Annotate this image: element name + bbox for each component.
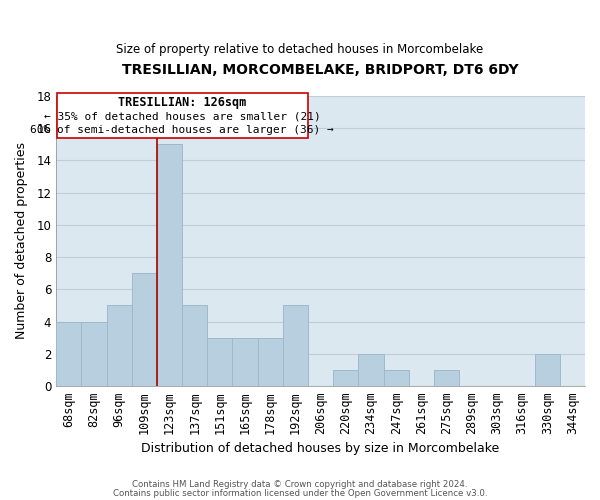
Bar bbox=[182, 306, 207, 386]
Bar bbox=[283, 306, 308, 386]
Bar bbox=[56, 322, 82, 386]
Bar bbox=[383, 370, 409, 386]
Text: Contains public sector information licensed under the Open Government Licence v3: Contains public sector information licen… bbox=[113, 488, 487, 498]
Bar bbox=[82, 322, 107, 386]
Text: Contains HM Land Registry data © Crown copyright and database right 2024.: Contains HM Land Registry data © Crown c… bbox=[132, 480, 468, 489]
Bar bbox=[257, 338, 283, 386]
X-axis label: Distribution of detached houses by size in Morcombelake: Distribution of detached houses by size … bbox=[142, 442, 500, 455]
Bar bbox=[207, 338, 232, 386]
Bar bbox=[535, 354, 560, 386]
Text: TRESILLIAN: 126sqm: TRESILLIAN: 126sqm bbox=[118, 96, 247, 108]
Y-axis label: Number of detached properties: Number of detached properties bbox=[15, 142, 28, 340]
Text: Size of property relative to detached houses in Morcombelake: Size of property relative to detached ho… bbox=[116, 42, 484, 56]
Bar bbox=[434, 370, 459, 386]
Bar bbox=[157, 144, 182, 386]
Bar bbox=[333, 370, 358, 386]
FancyBboxPatch shape bbox=[56, 94, 308, 138]
Bar bbox=[132, 273, 157, 386]
Title: TRESILLIAN, MORCOMBELAKE, BRIDPORT, DT6 6DY: TRESILLIAN, MORCOMBELAKE, BRIDPORT, DT6 … bbox=[122, 62, 519, 76]
Bar bbox=[232, 338, 257, 386]
Bar bbox=[358, 354, 383, 386]
Text: 60% of semi-detached houses are larger (36) →: 60% of semi-detached houses are larger (… bbox=[31, 126, 334, 136]
Bar bbox=[107, 306, 132, 386]
Text: ← 35% of detached houses are smaller (21): ← 35% of detached houses are smaller (21… bbox=[44, 112, 321, 122]
